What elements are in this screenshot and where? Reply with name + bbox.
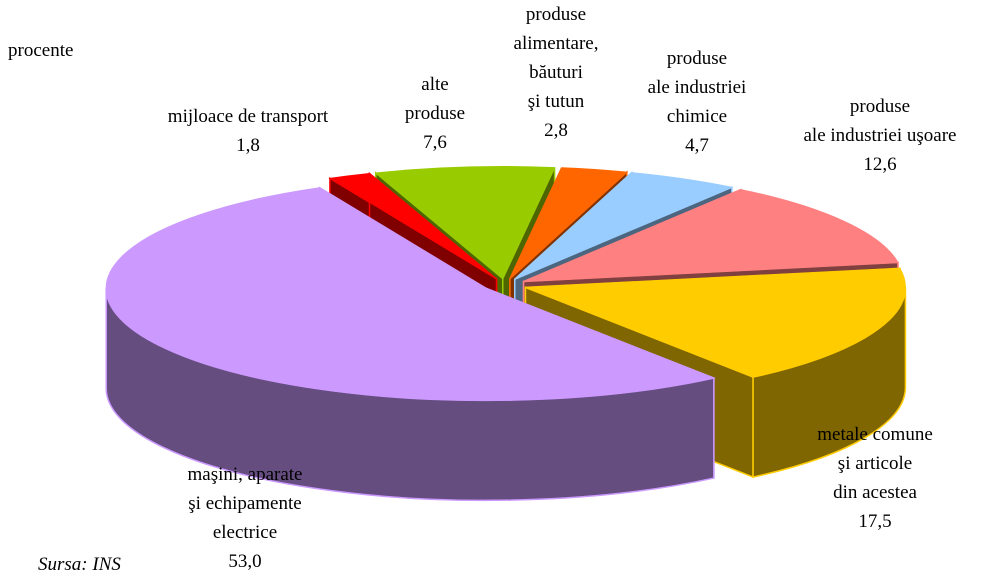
category-label: mijloace de transport xyxy=(168,106,329,127)
slice-top xyxy=(509,167,628,280)
label-line: electrice xyxy=(213,522,277,543)
label-line: şi articole xyxy=(838,453,912,474)
label-line: maşini, aparate xyxy=(187,464,302,485)
label-line: băuturi xyxy=(529,62,583,83)
unit-label: procente xyxy=(8,40,73,61)
slice-top xyxy=(523,189,899,283)
label-line: alte xyxy=(421,74,448,95)
label-line: metale comune xyxy=(817,424,933,445)
label-line: şi tutun xyxy=(528,91,585,112)
label-line: mijloace de transport xyxy=(168,106,329,127)
value-label: 2,8 xyxy=(544,120,568,141)
slice-top xyxy=(514,172,734,280)
label-line: alimentare, xyxy=(514,33,599,54)
label-line: chimice xyxy=(667,106,727,127)
label-line: şi echipamente xyxy=(188,493,301,514)
category-label: produse ale industriei uşoare xyxy=(803,96,956,146)
label-line: ale industriei uşoare xyxy=(803,125,956,146)
pie xyxy=(105,166,907,502)
label-line: din acestea xyxy=(833,482,917,503)
value-label: 12,6 xyxy=(863,154,896,175)
slice xyxy=(105,186,716,502)
slice-top xyxy=(328,172,497,280)
label-line: produse xyxy=(405,103,465,124)
category-label: produse alimentare, băuturi şi tutun xyxy=(514,4,599,112)
category-label: maşini, aparate şi echipamente electrice xyxy=(187,464,302,543)
category-label: produse ale industriei chimice xyxy=(648,48,747,127)
value-label: 4,7 xyxy=(685,135,709,156)
slice-top xyxy=(105,187,716,401)
value-label: 7,6 xyxy=(423,132,447,153)
slice-top xyxy=(374,166,556,280)
source-note: Sursa: INS xyxy=(38,554,121,575)
value-label: 53,0 xyxy=(228,551,261,572)
category-label: alte produse xyxy=(405,74,465,124)
label-line: produse xyxy=(850,96,910,117)
label-line: ale industriei xyxy=(648,77,747,98)
label-line: produse xyxy=(667,48,727,69)
value-label: 1,8 xyxy=(236,135,260,156)
label-line: produse xyxy=(526,4,586,25)
slice-top xyxy=(525,267,906,378)
category-label: metale comune şi articole din acestea xyxy=(817,424,933,503)
value-label: 17,5 xyxy=(858,511,891,532)
